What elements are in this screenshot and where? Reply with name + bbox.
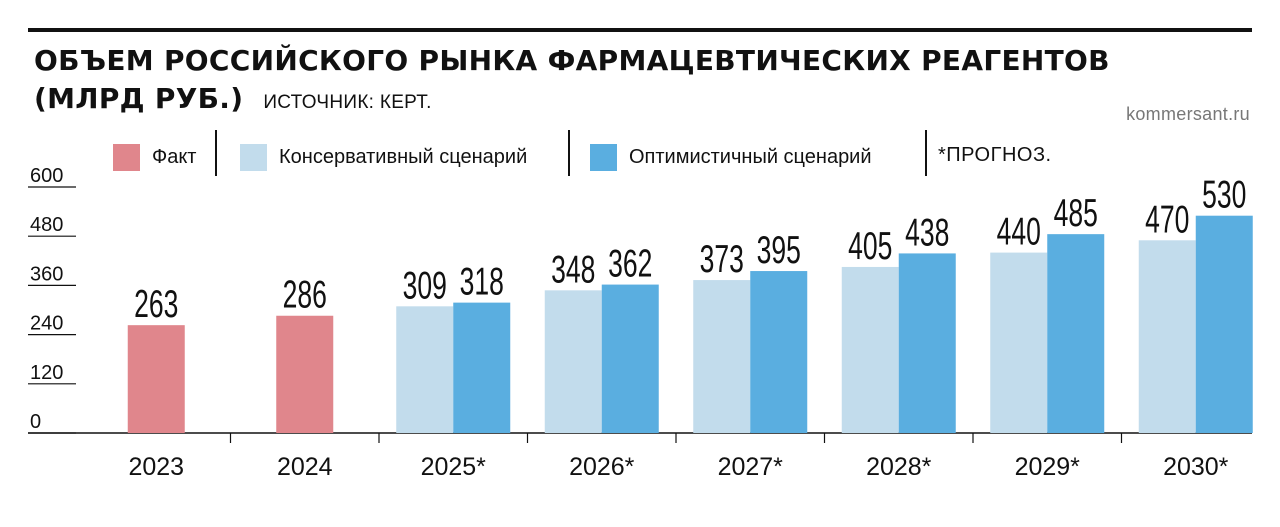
- legend-label-optimistic: Оптимистичный сценарий: [629, 145, 872, 168]
- bar: [750, 271, 808, 433]
- forecast-note: *ПРОГНОЗ.: [938, 144, 1052, 166]
- bar: [990, 252, 1048, 433]
- x-tick-label: 2028*: [866, 453, 932, 481]
- bar-value-label: 395: [757, 229, 801, 272]
- bar: [453, 302, 511, 433]
- y-tick-label: 0: [30, 411, 41, 433]
- bar-value-label: 438: [905, 211, 949, 254]
- bar-value-label: 373: [700, 238, 744, 281]
- x-tick-label: 2024: [277, 453, 333, 481]
- y-tick-label: 600: [30, 165, 63, 187]
- title-line-1: ОБЪЕМ РОССИЙСКОГО РЫНКА ФАРМАЦЕВТИЧЕСКИХ…: [34, 44, 1110, 77]
- bar: [1138, 240, 1196, 433]
- bar-value-label: 530: [1202, 174, 1246, 217]
- bar-value-label: 309: [403, 264, 447, 307]
- x-tick-label: 2025*: [421, 453, 487, 481]
- x-tick-label: 2030*: [1163, 453, 1229, 481]
- source-note: ИСТОЧНИК: КЕРТ.: [263, 92, 432, 113]
- legend-label-fact: Факт: [152, 145, 197, 168]
- bar: [396, 306, 454, 433]
- legend-swatch-fact: [113, 143, 140, 171]
- legend-label-conservative: Консервативный сценарий: [279, 145, 528, 168]
- bar: [127, 325, 185, 433]
- legend-item-fact: Факт: [113, 143, 197, 171]
- y-tick-label: 360: [30, 263, 63, 285]
- bar: [693, 280, 751, 433]
- bar-value-label: 440: [997, 211, 1041, 254]
- bar-value-label: 263: [134, 283, 178, 326]
- bar-value-label: 318: [460, 261, 504, 304]
- x-tick-label: 2023: [128, 453, 184, 481]
- legend-item-conservative: Консервативный сценарий: [240, 143, 528, 171]
- bar: [544, 290, 602, 433]
- legend: Факт Консервативный сценарий Оптимистичн…: [0, 128, 1280, 178]
- bar-value-label: 348: [551, 248, 595, 291]
- bar: [841, 266, 899, 433]
- bar: [1047, 234, 1105, 433]
- legend-divider: [568, 130, 570, 176]
- legend-divider: [925, 130, 927, 176]
- title-line-2: (МЛРД РУБ.): [34, 82, 244, 115]
- legend-swatch-optimistic: [590, 143, 617, 171]
- y-tick-label: 480: [30, 214, 63, 236]
- bar-value-label: 286: [283, 274, 327, 317]
- bar: [276, 315, 334, 433]
- x-tick-label: 2027*: [718, 453, 784, 481]
- chart-title: ОБЪЕМ РОССИЙСКОГО РЫНКА ФАРМАЦЕВТИЧЕСКИХ…: [34, 42, 1110, 122]
- bar-value-label: 485: [1054, 192, 1098, 235]
- bar: [1195, 215, 1253, 433]
- bar-value-label: 405: [848, 225, 892, 268]
- x-tick-label: 2029*: [1015, 453, 1081, 481]
- legend-divider: [215, 130, 217, 176]
- bar-value-label: 470: [1145, 198, 1189, 241]
- y-tick-label: 240: [30, 313, 63, 335]
- legend-item-optimistic: Оптимистичный сценарий: [590, 143, 872, 171]
- x-tick-label: 2026*: [569, 453, 635, 481]
- y-tick-label: 120: [30, 362, 63, 384]
- bar-value-label: 362: [608, 243, 652, 286]
- legend-swatch-conservative: [240, 143, 267, 171]
- bar: [898, 253, 956, 433]
- top-rule: [28, 28, 1252, 32]
- bar: [601, 284, 659, 433]
- credit-link[interactable]: kommersant.ru: [1126, 104, 1250, 124]
